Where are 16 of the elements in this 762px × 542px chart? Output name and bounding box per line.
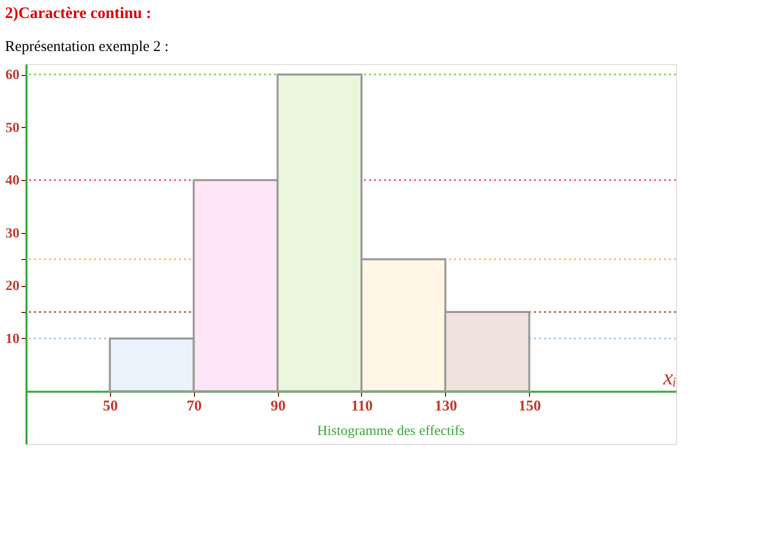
y-tick-label: 40 [6,174,20,189]
chart-title: 2)Caractère continu : [5,5,152,22]
y-tick-label: 60 [6,68,20,84]
x-axis-title: xᵢ [662,364,676,390]
x-tick-label: 130 [434,398,458,415]
x-tick-label: 50 [102,398,118,415]
x-tick-label: 110 [351,398,373,415]
x-tick-label: 70 [186,398,202,415]
y-tick-label: 20 [6,279,20,294]
x-tick-label: 90 [270,398,286,415]
annotation: Histogramme des effectifs [317,424,465,440]
x-tick-label: 150 [518,398,541,415]
y-tick-label: 30 [6,226,20,242]
y-tick-label: 50 [6,120,20,136]
chart-subtitle: Représentation exemple 2 : [5,39,169,55]
y-tick-label: 10 [6,332,20,347]
